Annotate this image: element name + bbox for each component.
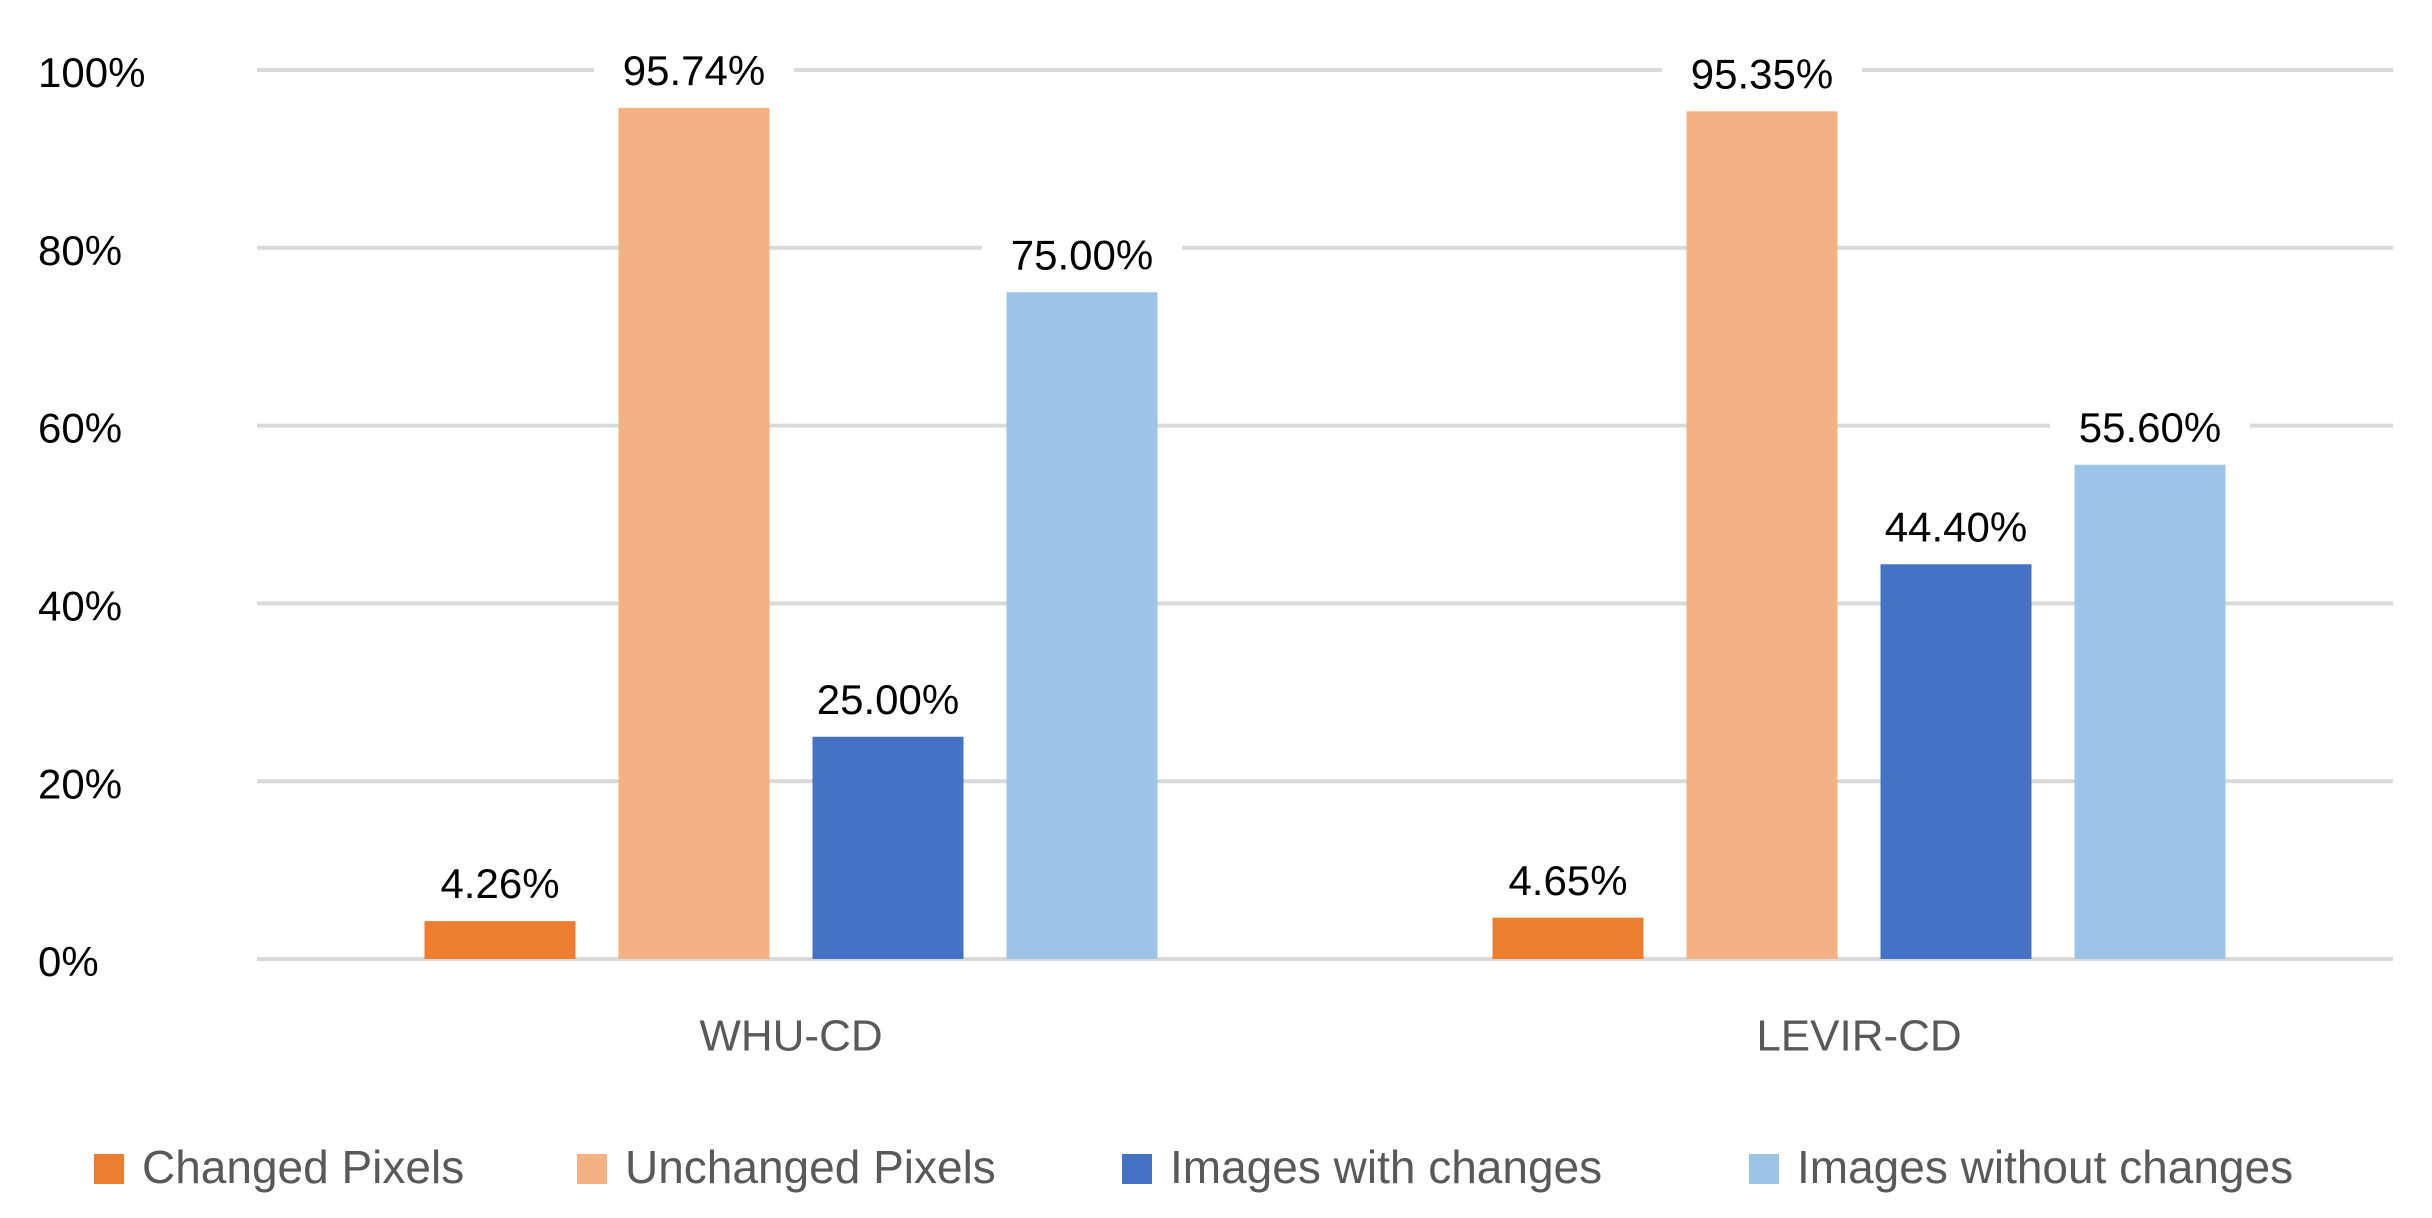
- x-tick-label: LEVIR-CD: [1756, 1012, 1961, 1061]
- value-label-bg: [2050, 404, 2250, 457]
- y-tick-label: 80%: [38, 227, 122, 274]
- legend-label: Images without changes: [1797, 1141, 2293, 1193]
- value-label-bg: [788, 676, 988, 729]
- bar: [1686, 111, 1838, 959]
- value-label: 75.00%: [1011, 231, 1153, 278]
- y-tick-label: 60%: [38, 405, 122, 452]
- value-label: 4.26%: [440, 860, 559, 907]
- value-label: 25.00%: [817, 676, 959, 723]
- legend-swatch: [1122, 1154, 1152, 1184]
- value-label-bg: [982, 232, 1182, 285]
- bar: [1492, 917, 1644, 959]
- legend-swatch: [94, 1154, 124, 1184]
- bar: [618, 107, 770, 959]
- y-tick-label: 100%: [38, 49, 145, 96]
- y-tick-label: 0%: [38, 938, 99, 985]
- value-label-bg: [400, 861, 600, 914]
- bar: [812, 736, 964, 959]
- value-label: 4.65%: [1508, 857, 1627, 904]
- legend-label: Unchanged Pixels: [625, 1141, 996, 1193]
- legend-label: Images with changes: [1170, 1141, 1602, 1193]
- value-label: 55.60%: [2079, 404, 2221, 451]
- bar: [424, 921, 576, 959]
- value-label-bg: [1856, 504, 2056, 557]
- bar: [2074, 464, 2226, 959]
- y-tick-label: 20%: [38, 760, 122, 807]
- value-label-bg: [1468, 857, 1668, 910]
- value-label: 95.35%: [1691, 50, 1833, 97]
- bar: [1006, 292, 1158, 959]
- x-tick-label: WHU-CD: [699, 1012, 882, 1061]
- value-label: 95.74%: [623, 47, 765, 94]
- y-tick-label: 40%: [38, 582, 122, 629]
- legend-swatch: [1749, 1154, 1779, 1184]
- legend-swatch: [577, 1154, 607, 1184]
- value-label-bg: [594, 47, 794, 100]
- legend-label: Changed Pixels: [142, 1141, 464, 1193]
- value-label: 44.40%: [1885, 503, 2027, 550]
- value-label-bg: [1662, 51, 1862, 104]
- bar: [1880, 564, 2032, 959]
